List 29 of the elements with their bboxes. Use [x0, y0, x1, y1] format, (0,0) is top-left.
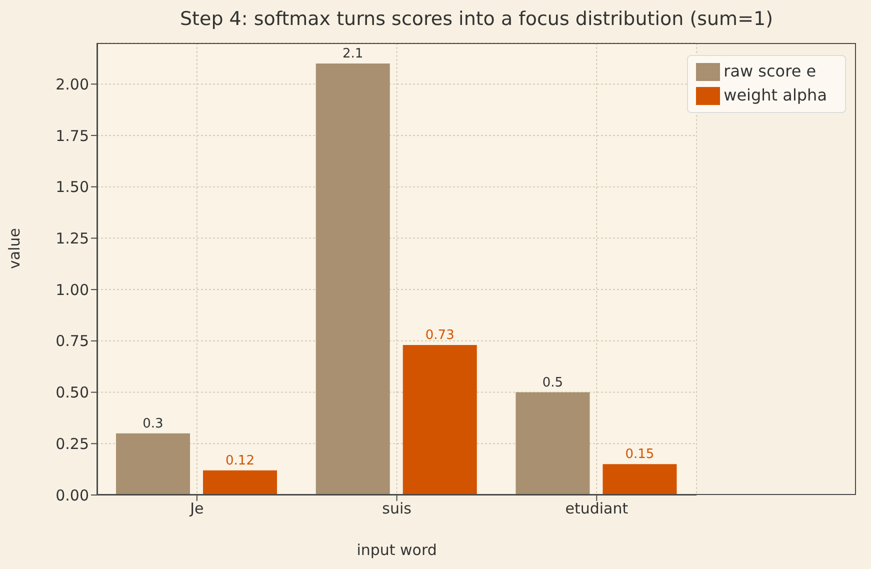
- x-axis-title: input word: [356, 541, 437, 559]
- x-tick-label: etudiant: [565, 500, 628, 518]
- bar: [602, 464, 677, 495]
- y-tick-label: 1.00: [56, 280, 89, 299]
- y-tick-label: 2.00: [56, 75, 89, 94]
- y-tick-label: 1.50: [56, 178, 89, 196]
- legend-label: raw score e: [724, 61, 816, 80]
- data-label: 0.15: [625, 447, 654, 462]
- y-tick-label: 0.25: [56, 434, 89, 453]
- y-tick-label: 1.25: [56, 230, 89, 248]
- y-tick-label: 0.75: [56, 332, 89, 350]
- y-tick-label: 0.50: [56, 384, 89, 402]
- data-label: 0.5: [542, 375, 564, 390]
- y-axis-title: value: [5, 228, 24, 269]
- x-tick-label: suis: [382, 500, 412, 518]
- y-tick-label: 1.75: [56, 126, 89, 145]
- data-label: 2.1: [342, 46, 364, 62]
- data-label: 0.12: [226, 453, 254, 468]
- bar: [516, 392, 590, 495]
- data-label: 0.73: [425, 328, 454, 344]
- legend-label: weight alpha: [724, 85, 827, 104]
- bar: [116, 433, 190, 495]
- bar: [316, 64, 390, 495]
- bar: [402, 345, 477, 495]
- y-tick-label: 0.00: [56, 486, 89, 504]
- bar: [203, 470, 277, 495]
- chart-title: Step 4: softmax turns scores into a focus distribution (sum=1): [179, 8, 774, 30]
- x-tick-label: Je: [189, 500, 204, 518]
- data-label: 0.3: [142, 416, 164, 432]
